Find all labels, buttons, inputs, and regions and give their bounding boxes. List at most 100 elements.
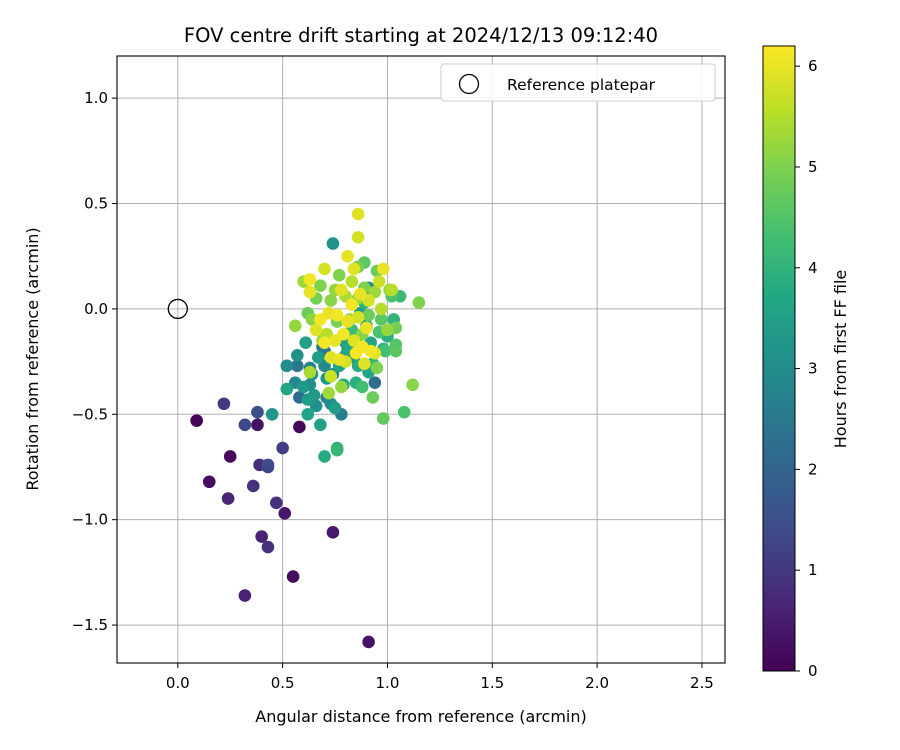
legend-entry-reference: Reference platepar [507,76,656,94]
data-point [376,262,390,276]
data-point [270,496,283,510]
data-point [345,298,359,312]
data-point [301,407,315,421]
colorbar-gradient [762,45,796,672]
colorbar: 0 1 2 3 4 5 6 Hours from first FF file [762,45,850,680]
data-point [261,458,275,472]
data-point [335,380,348,394]
data-point [223,450,237,463]
data-point [318,262,331,276]
data-point [372,275,386,288]
data-point [314,418,327,432]
data-point [202,475,216,489]
legend: Reference platepar [440,63,716,102]
data-point [303,365,317,379]
data-point [341,315,354,328]
data-point [326,237,340,250]
data-point [341,249,354,263]
y-tick-label: −1.5 [72,616,108,634]
data-point [328,401,342,415]
data-point [376,412,390,425]
data-point [362,308,375,322]
data-point [293,420,306,434]
data-point [397,405,411,419]
reference-platepar-marker [167,298,188,320]
data-point [351,207,365,221]
x-tick-label: 2.0 [585,674,609,692]
data-point [358,357,371,371]
data-point [351,230,365,244]
colorbar-tick-label: 2 [808,460,818,478]
data-point [255,530,268,543]
y-tick-label: 0.0 [84,300,108,318]
data-point [311,351,325,364]
chart-title: FOV centre drift starting at 2024/12/13 … [184,24,658,47]
legend-box [440,63,716,102]
colorbar-tick-label: 5 [808,158,818,176]
data-point [366,391,380,404]
data-point [326,526,340,539]
y-tick-label: 1.0 [84,89,108,107]
data-point [374,302,388,316]
data-point [251,418,264,432]
data-point [355,380,369,394]
colorbar-label: Hours from first FF file [831,270,850,449]
data-point [318,450,331,463]
data-point [286,570,300,583]
colorbar-tick-label: 3 [808,360,818,378]
x-axis-label: Angular distance from reference (arcmin) [255,707,586,726]
colorbar-tick-label: 6 [808,57,818,75]
data-point [353,287,367,301]
data-point [385,283,398,297]
data-point [330,308,344,322]
data-point [412,296,426,309]
data-point [190,414,203,427]
data-point [265,407,279,421]
data-point [330,443,344,457]
data-point [261,540,275,554]
y-axis-label: Rotation from reference (arcmin) [23,227,42,490]
y-tick-label: −1.0 [72,511,108,529]
data-point [362,635,375,649]
legend-open-circle-icon [458,73,480,95]
data-point [309,323,323,337]
data-point [238,418,252,432]
data-point [288,319,302,333]
data-point [324,370,338,383]
data-point [322,386,336,400]
data-point [238,589,252,602]
colorbar-tick-label: 1 [808,561,818,579]
data-point [337,327,350,341]
colorbar-tick-label: 4 [808,259,818,277]
data-point [276,441,289,455]
data-point [360,321,373,335]
x-tick-label: 1.5 [480,674,504,692]
x-axis-ticks: 0.0 0.5 1.0 1.5 2.0 2.5 [166,663,714,692]
data-point [406,378,419,392]
data-point [314,313,327,326]
x-tick-label: 0.0 [166,674,190,692]
data-point [368,376,382,389]
reference-marker-group [167,298,188,320]
colorbar-ticks: 0 1 2 3 4 5 6 [795,57,818,680]
y-axis-ticks: 1.0 0.5 0.0 −0.5 −1.0 −1.5 [72,89,117,634]
data-point [347,262,361,276]
data-point [332,353,346,366]
data-point [370,361,384,375]
data-point [246,479,260,493]
y-tick-label: −0.5 [72,405,108,423]
data-point [389,344,403,358]
x-tick-label: 0.5 [271,674,295,692]
data-point [297,380,310,394]
plot-frame [116,55,726,664]
data-point [314,279,327,293]
data-point [374,313,388,326]
data-point [351,311,365,324]
x-tick-label: 2.5 [690,674,714,692]
colorbar-tick-label: 0 [808,662,818,680]
data-point [299,336,312,349]
data-point [291,348,304,362]
x-tick-label: 1.0 [376,674,400,692]
data-point [324,294,338,307]
